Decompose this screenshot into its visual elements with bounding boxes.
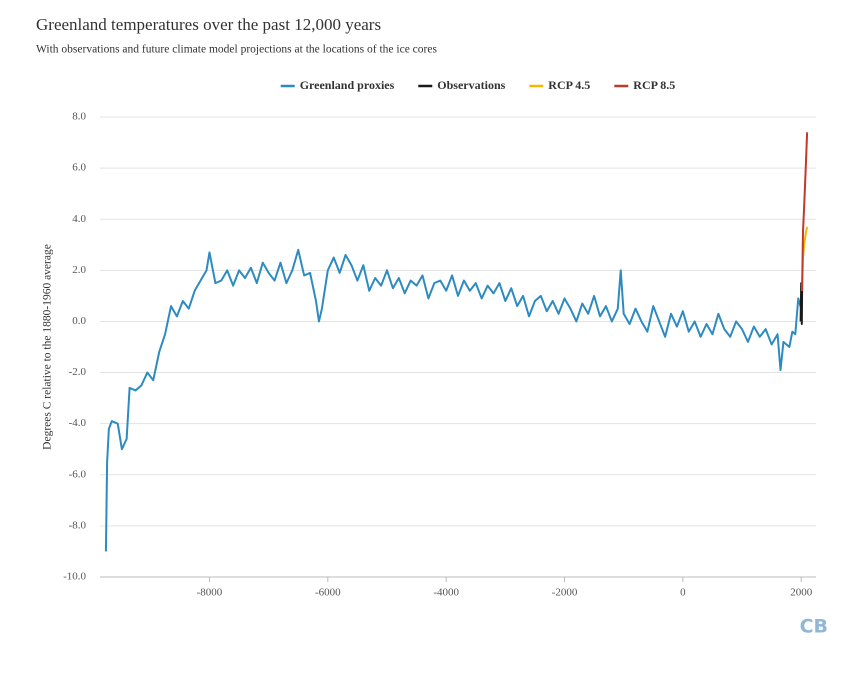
- x-tick-label: 0: [680, 587, 686, 599]
- y-tick-label: -2.0: [69, 366, 87, 378]
- legend-label: RCP 4.5: [548, 78, 590, 92]
- y-tick-label: 8.0: [72, 111, 86, 123]
- legend-label: RCP 8.5: [633, 78, 675, 92]
- chart-title: Greenland temperatures over the past 12,…: [36, 15, 381, 34]
- logo: CB: [800, 616, 828, 638]
- series-line: [799, 282, 804, 325]
- x-tick-label: -2000: [552, 587, 578, 599]
- y-tick-label: 4.0: [72, 213, 86, 225]
- x-tick-label: -8000: [197, 587, 223, 599]
- legend-label: Greenland proxies: [300, 78, 395, 92]
- y-tick-label: -6.0: [69, 468, 87, 480]
- y-tick-label: 6.0: [72, 162, 86, 174]
- series-line: [104, 248, 803, 552]
- y-tick-label: -10.0: [63, 571, 86, 583]
- x-tick-label: -6000: [315, 587, 341, 599]
- y-tick-label: -8.0: [69, 519, 87, 531]
- y-tick-label: 0.0: [72, 315, 86, 327]
- y-axis-label: Degrees C relative to the 1880-1960 aver…: [42, 244, 54, 450]
- x-tick-label: 2000: [790, 587, 813, 599]
- series-line: [801, 132, 809, 291]
- y-tick-label: 2.0: [72, 264, 86, 276]
- chart-subtitle: With observations and future climate mod…: [36, 44, 437, 56]
- legend-label: Observations: [437, 78, 505, 92]
- y-tick-label: -4.0: [69, 417, 87, 429]
- x-tick-label: -4000: [433, 587, 459, 599]
